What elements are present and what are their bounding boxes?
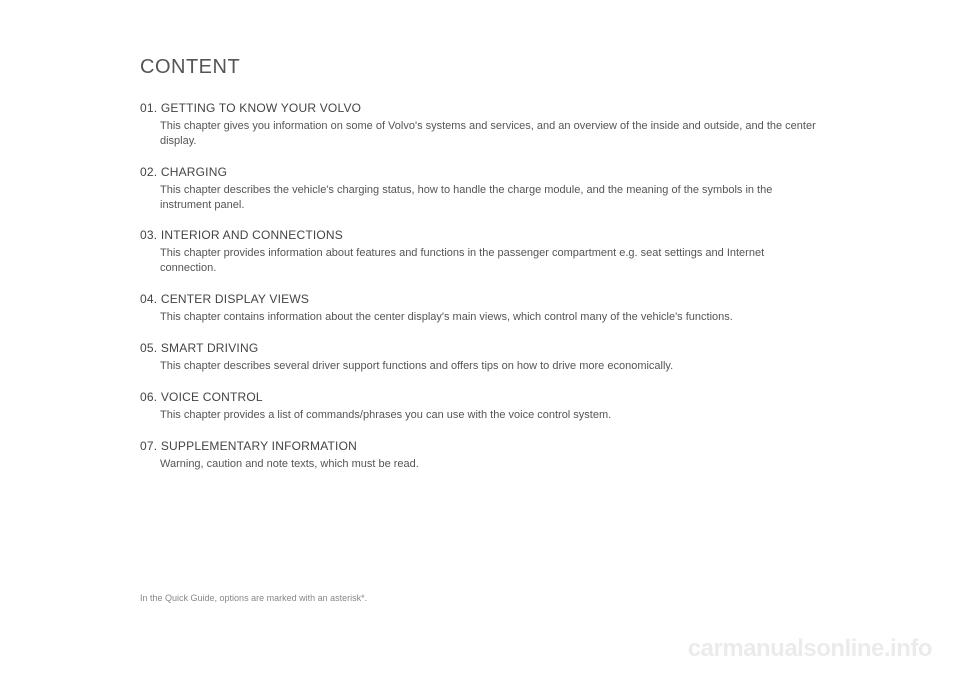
section-number: 07. [140, 439, 157, 453]
footnote-text: In the Quick Guide, options are marked w… [140, 593, 367, 603]
section-description: This chapter provides information about … [140, 246, 820, 276]
content-section: 05. SMART DRIVING This chapter describes … [140, 341, 820, 374]
content-section: 03. INTERIOR AND CONNECTIONS This chapter… [140, 228, 820, 276]
section-header: 05. SMART DRIVING [140, 341, 820, 355]
content-sections: 01. GETTING TO KNOW YOUR VOLVO This chapt… [140, 101, 820, 471]
content-section: 07. SUPPLEMENTARY INFORMATION Warning, ca… [140, 439, 820, 472]
content-section: 02. CHARGING This chapter describes the v… [140, 165, 820, 213]
section-title: VOICE CONTROL [161, 390, 263, 404]
section-header: 02. CHARGING [140, 165, 820, 179]
section-title: SUPPLEMENTARY INFORMATION [161, 439, 357, 453]
content-section: 04. CENTER DISPLAY VIEWS This chapter con… [140, 292, 820, 325]
section-title: CHARGING [161, 165, 227, 179]
section-description: Warning, caution and note texts, which m… [140, 457, 820, 472]
section-number: 01. [140, 101, 157, 115]
section-description: This chapter gives you information on so… [140, 119, 820, 149]
section-title: INTERIOR AND CONNECTIONS [161, 228, 343, 242]
section-header: 04. CENTER DISPLAY VIEWS [140, 292, 820, 306]
section-number: 03. [140, 228, 157, 242]
section-number: 06. [140, 390, 157, 404]
section-header: 03. INTERIOR AND CONNECTIONS [140, 228, 820, 242]
watermark-text: carmanualsonline.info [688, 635, 932, 663]
section-header: 07. SUPPLEMENTARY INFORMATION [140, 439, 820, 453]
section-number: 02. [140, 165, 157, 179]
section-description: This chapter describes the vehicle's cha… [140, 183, 820, 213]
section-description: This chapter contains information about … [140, 310, 820, 325]
section-header: 01. GETTING TO KNOW YOUR VOLVO [140, 101, 820, 115]
section-title: CENTER DISPLAY VIEWS [161, 292, 309, 306]
content-section: 01. GETTING TO KNOW YOUR VOLVO This chapt… [140, 101, 820, 149]
section-description: This chapter describes several driver su… [140, 359, 820, 374]
page-title: CONTENT [140, 56, 820, 79]
section-number: 05. [140, 341, 157, 355]
section-title: GETTING TO KNOW YOUR VOLVO [161, 101, 361, 115]
content-section: 06. VOICE CONTROL This chapter provides a… [140, 390, 820, 423]
section-number: 04. [140, 292, 157, 306]
section-title: SMART DRIVING [161, 341, 259, 355]
section-description: This chapter provides a list of commands… [140, 408, 820, 423]
section-header: 06. VOICE CONTROL [140, 390, 820, 404]
